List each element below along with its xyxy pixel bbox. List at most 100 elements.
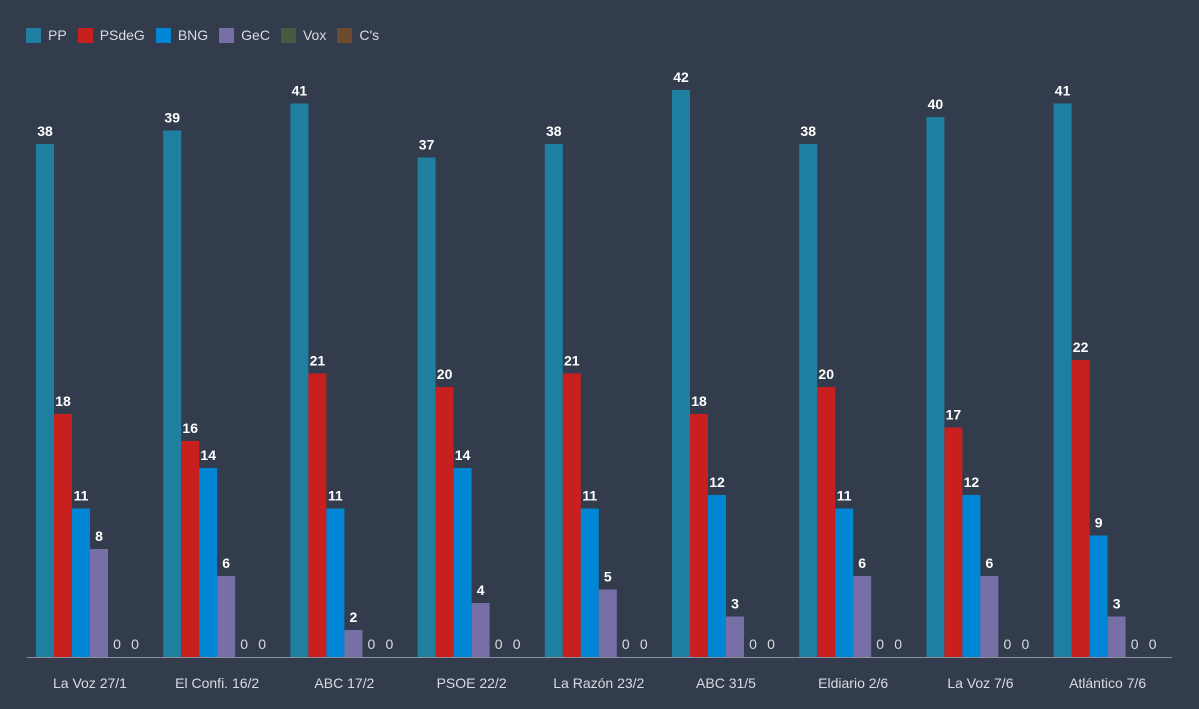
data-label: 20 (437, 366, 453, 382)
bar[interactable] (598, 589, 617, 658)
data-label: 3 (1113, 596, 1121, 612)
bar[interactable] (163, 130, 182, 658)
data-label: 0 (876, 636, 884, 652)
legend-swatch (337, 27, 353, 43)
data-label: 21 (564, 353, 580, 369)
legend-label: Vox (302, 27, 327, 43)
bar[interactable] (926, 117, 945, 657)
data-label: 8 (95, 528, 103, 544)
bar[interactable] (54, 414, 72, 657)
bar[interactable] (72, 508, 90, 658)
data-label: 12 (709, 474, 725, 490)
bar[interactable] (544, 144, 563, 657)
bar[interactable] (672, 90, 690, 657)
bar[interactable] (853, 576, 872, 657)
x-tick-label: PSOE 22/2 (437, 675, 507, 691)
legend-label: BNG (177, 27, 209, 43)
data-label: 0 (1022, 636, 1030, 652)
data-label: 0 (622, 636, 630, 652)
data-label: 0 (767, 636, 775, 652)
data-label: 38 (546, 123, 562, 139)
data-label: 41 (292, 83, 308, 99)
data-label: 18 (55, 393, 71, 409)
legend-swatch (155, 27, 171, 43)
data-label: 17 (946, 407, 962, 423)
bar[interactable] (835, 508, 854, 658)
bar[interactable] (308, 373, 327, 658)
legend-swatch (26, 27, 41, 43)
data-label: 0 (749, 636, 757, 652)
data-label: 21 (310, 353, 326, 369)
data-label: 6 (222, 555, 230, 571)
data-label: 0 (131, 636, 139, 652)
bar[interactable] (471, 603, 490, 657)
data-label: 0 (258, 636, 266, 652)
bar[interactable] (562, 373, 581, 658)
legend-label: C's (359, 27, 380, 43)
data-label: 6 (986, 555, 994, 571)
data-label: 5 (604, 569, 612, 585)
bar[interactable] (199, 468, 218, 657)
bar[interactable] (944, 427, 963, 658)
data-label: 0 (495, 636, 503, 652)
x-tick-label: La Voz 27/1 (53, 675, 127, 691)
data-label: 0 (894, 636, 902, 652)
data-label: 11 (328, 488, 343, 504)
bar[interactable] (708, 495, 726, 657)
bar[interactable] (417, 157, 436, 658)
bar[interactable] (453, 468, 472, 657)
x-tick-label: Atlántico 7/6 (1069, 675, 1146, 691)
data-label: 41 (1055, 83, 1071, 99)
bar[interactable] (217, 576, 236, 657)
data-label: 11 (74, 488, 89, 504)
legend: PP PSdeG BNG GeC Vox C's (26, 27, 390, 43)
data-label: 11 (582, 488, 597, 504)
legend-item[interactable]: Vox (280, 27, 327, 43)
legend-swatch (77, 27, 93, 43)
legend-label: PSdeG (99, 27, 145, 43)
x-tick-label: ABC 31/5 (696, 675, 756, 691)
data-label: 20 (818, 366, 834, 382)
bar[interactable] (326, 508, 345, 658)
bar[interactable] (344, 630, 363, 657)
data-label: 22 (1073, 339, 1089, 355)
bar[interactable] (36, 144, 54, 657)
data-label: 39 (164, 110, 180, 126)
bar[interactable] (980, 576, 999, 657)
bar[interactable] (1053, 103, 1072, 658)
bar[interactable] (817, 387, 836, 657)
data-label: 0 (368, 636, 376, 652)
data-label: 9 (1095, 515, 1103, 531)
bar[interactable] (1107, 616, 1126, 658)
bar[interactable] (1071, 360, 1090, 657)
data-label: 0 (513, 636, 521, 652)
legend-swatch (280, 27, 296, 43)
bar[interactable] (90, 549, 108, 657)
x-tick-label: ABC 17/2 (314, 675, 374, 691)
legend-item[interactable]: GeC (219, 27, 270, 43)
data-label: 6 (858, 555, 866, 571)
bar[interactable] (690, 414, 708, 657)
legend-item[interactable]: BNG (155, 27, 209, 43)
data-label: 11 (837, 488, 852, 504)
data-label: 37 (419, 137, 435, 153)
bar[interactable] (181, 441, 200, 657)
data-label: 14 (455, 447, 471, 463)
legend-label: GeC (241, 27, 270, 43)
data-label: 3 (731, 596, 739, 612)
data-label: 0 (1149, 636, 1157, 652)
x-tick-label: El Confi. 16/2 (175, 675, 259, 691)
bar[interactable] (435, 387, 454, 657)
legend-item[interactable]: C's (337, 27, 379, 43)
bar[interactable] (799, 144, 818, 657)
bar[interactable] (962, 495, 981, 657)
legend-item[interactable]: PP (26, 27, 67, 43)
x-tick-label: La Voz 7/6 (947, 675, 1013, 691)
data-label: 14 (200, 447, 216, 463)
legend-item[interactable]: PSdeG (77, 27, 145, 43)
bar[interactable] (580, 508, 599, 658)
bar[interactable] (726, 616, 744, 658)
bar[interactable] (290, 103, 309, 658)
bar[interactable] (1089, 535, 1108, 658)
